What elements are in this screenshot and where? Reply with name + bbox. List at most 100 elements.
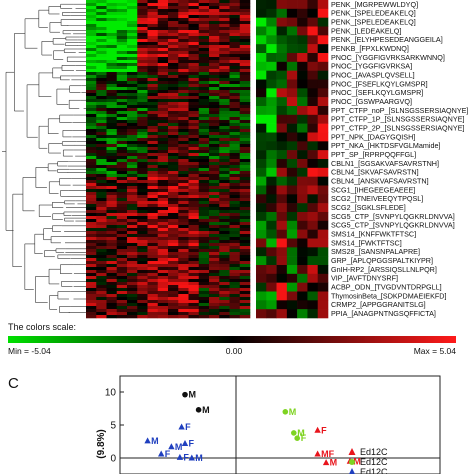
heatmap-main-cell (219, 246, 230, 250)
heatmap-zoom-cell (297, 176, 308, 186)
heatmap-main-cell (137, 174, 148, 178)
heatmap-zoom-cell (286, 256, 298, 266)
heatmap-main-cell (209, 303, 220, 307)
color-scale-bar (8, 336, 456, 343)
heatmap-main-cell (209, 219, 220, 223)
heatmap-main-cell (147, 291, 159, 295)
legend-label: Ed12C (360, 447, 388, 457)
heatmap-main-cell (86, 216, 97, 220)
heatmap-main-cell (178, 192, 189, 196)
heatmap-zoom-cell (276, 176, 288, 186)
heatmap-main-cell (198, 249, 210, 253)
heatmap-main-cell (127, 123, 138, 127)
heatmap-main-cell (96, 174, 107, 178)
heatmap-main-cell (198, 126, 210, 130)
heatmap-main-cell (86, 84, 97, 88)
heatmap-main-cell (86, 312, 97, 316)
heatmap-main-cell (209, 138, 220, 142)
heatmap-main-cell (127, 195, 138, 199)
heatmap-main-cell (137, 168, 148, 172)
heatmap-main-cell (168, 135, 179, 139)
heatmap-zoom-cell (317, 273, 329, 283)
heatmap-main-cell (219, 198, 230, 202)
heatmap-zoom-cell (297, 0, 308, 10)
heatmap-zoom-cell (276, 282, 288, 292)
heatmap-main-cell (127, 159, 138, 163)
heatmap-main-cell (188, 33, 200, 37)
heatmap-main-cell (178, 222, 189, 226)
heatmap-main-cell (86, 78, 97, 82)
heatmap-main-cell (96, 201, 107, 205)
heatmap-main-cell (209, 204, 220, 208)
heatmap-row-label: SCG2_[TNEIVEEQYTPQSL] (331, 194, 423, 203)
heatmap-main-cell (157, 60, 169, 64)
heatmap-main-cell (168, 18, 179, 22)
heatmap-main-cell (137, 99, 148, 103)
heatmap-row-label: VIP_[AVFTDNYSRF] (331, 274, 398, 283)
heatmap-main-cell (116, 51, 128, 55)
heatmap-main-cell (106, 282, 118, 286)
heatmap-main-cell (147, 201, 159, 205)
heatmap-main-cell (96, 36, 107, 40)
legend-label: Ed12C (360, 457, 388, 467)
heatmap-main-cell (229, 24, 241, 28)
heatmap-main-cell (239, 240, 251, 244)
heatmap-main-cell (96, 51, 107, 55)
heatmap-main-cell (147, 183, 159, 187)
heatmap-main-cell (127, 30, 138, 34)
heatmap-main-cell (147, 177, 159, 181)
heatmap-main-cell (229, 21, 241, 25)
heatmap-main-cell (188, 201, 200, 205)
heatmap-main-cell (188, 114, 200, 118)
heatmap-main-cell (239, 114, 251, 118)
heatmap-main-cell (239, 216, 251, 220)
scatter-point (176, 453, 184, 460)
heatmap-main-cell (157, 174, 169, 178)
heatmap-main-cell (137, 159, 148, 163)
heatmap-main-cell (168, 207, 179, 211)
heatmap-main-cell (147, 273, 159, 277)
heatmap-main-cell (157, 0, 169, 4)
heatmap-main-cell (137, 108, 148, 112)
heatmap-main-cell (229, 120, 241, 124)
heatmap-main-cell (219, 105, 230, 109)
heatmap-main-cell (96, 105, 107, 109)
heatmap-main-cell (96, 108, 107, 112)
heatmap-main-cell (178, 150, 189, 154)
heatmap-main-cell (239, 105, 251, 109)
heatmap-row-label: SCG1_[IHEGEEGEAEEE] (331, 185, 415, 194)
heatmap-main-cell (127, 147, 138, 151)
heatmap-row-label: PNOC_[SEFLKQYLGMSPR] (331, 88, 423, 97)
heatmap-main-cell (157, 48, 169, 52)
heatmap-zoom-cell (266, 141, 277, 151)
heatmap-zoom-cell (256, 150, 267, 160)
heatmap-main-cell (209, 267, 220, 271)
heatmap-main-cell (229, 243, 241, 247)
heatmap-main-cell (137, 276, 148, 280)
heatmap-main-cell (168, 30, 179, 34)
heatmap-row-label: CBLN4_[ANSKVAFSAVRSTN] (331, 177, 429, 186)
heatmap-main-cell (229, 135, 241, 139)
heatmap-zoom-cell (317, 309, 329, 319)
heatmap-main-cell (86, 231, 97, 235)
heatmap-main-cell (127, 258, 138, 262)
heatmap-main-cell (178, 120, 189, 124)
heatmap-main-cell (86, 39, 97, 43)
y-tick-label: 5 (110, 421, 116, 432)
heatmap-main-cell (188, 222, 200, 226)
heatmap-main-cell (127, 282, 138, 286)
heatmap-main-cell (219, 270, 230, 274)
heatmap-main-cell (137, 243, 148, 247)
heatmap-main-cell (127, 0, 138, 4)
heatmap-main-cell (137, 33, 148, 37)
heatmap-zoom-cell (266, 194, 277, 204)
heatmap-main-cell (168, 276, 179, 280)
heatmap-zoom-cell (317, 114, 329, 124)
heatmap-main-cell (188, 30, 200, 34)
heatmap-main-cell (229, 150, 241, 154)
heatmap-main-cell (127, 306, 138, 310)
heatmap-main-cell (86, 135, 97, 139)
heatmap-zoom-cell (307, 309, 319, 319)
heatmap-zoom-cell (307, 106, 319, 116)
heatmap-main-cell (157, 234, 169, 238)
